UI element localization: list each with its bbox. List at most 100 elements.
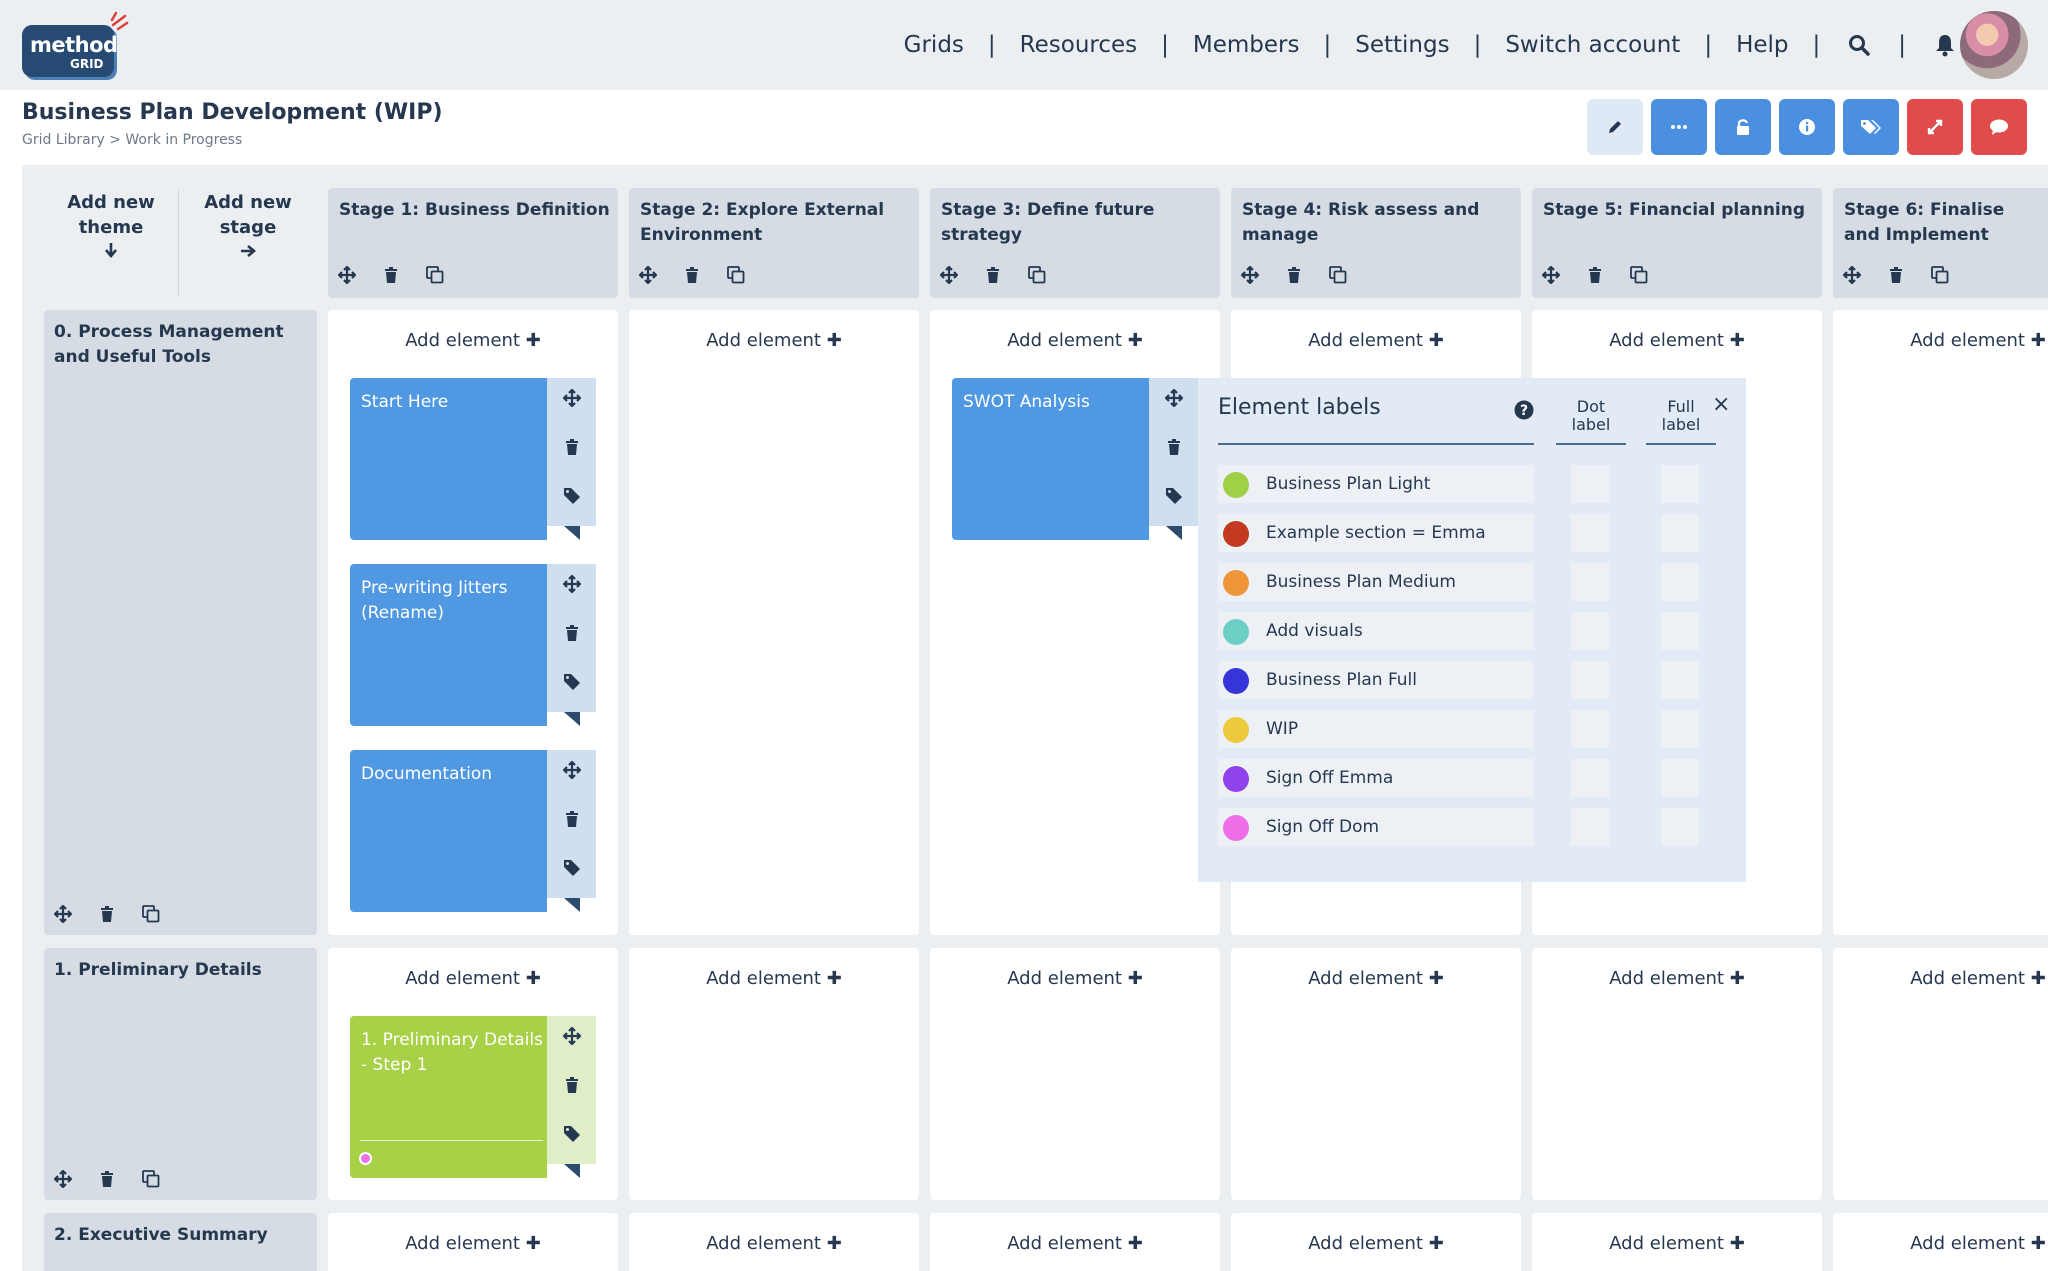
label-row[interactable]: Business Plan Full — [1218, 661, 1534, 699]
full-label-checkbox[interactable] — [1661, 661, 1699, 699]
trash-icon[interactable] — [562, 1075, 582, 1095]
trash-icon[interactable] — [382, 266, 400, 284]
full-label-checkbox[interactable] — [1661, 465, 1699, 503]
nav-members[interactable]: Members — [1192, 32, 1300, 58]
theme-row-0[interactable]: 0. Process Management and Useful Tools — [44, 310, 317, 935]
label-row[interactable]: Business Plan Light — [1218, 465, 1534, 503]
tag-icon[interactable] — [562, 1124, 582, 1144]
grid-cell[interactable]: Add element ✚ — [1231, 948, 1521, 1200]
theme-row-2[interactable]: 2. Executive Summary — [44, 1213, 317, 1271]
add-element-button[interactable]: Add element ✚ — [706, 1233, 842, 1254]
dot-label-checkbox[interactable] — [1571, 465, 1609, 503]
stage-header-5[interactable]: Stage 5: Financial planning — [1532, 188, 1822, 298]
dot-label-checkbox[interactable] — [1571, 514, 1609, 552]
add-element-button[interactable]: Add element ✚ — [1609, 1233, 1745, 1254]
theme-row-1[interactable]: 1. Preliminary Details — [44, 948, 317, 1200]
stage-header-6[interactable]: Stage 6: Finalise and Implement — [1833, 188, 2048, 298]
move-icon[interactable] — [562, 388, 582, 408]
nav-settings[interactable]: Settings — [1355, 32, 1450, 58]
user-avatar[interactable] — [1960, 11, 2028, 79]
grid-cell[interactable]: Add element ✚ — [629, 948, 919, 1200]
move-icon[interactable] — [562, 574, 582, 594]
add-theme-button[interactable]: Add new theme — [46, 190, 176, 265]
copy-icon[interactable] — [1630, 266, 1648, 284]
card-body[interactable]: Start Here — [350, 378, 547, 540]
add-stage-button[interactable]: Add new stage — [183, 190, 313, 265]
search-icon[interactable] — [1844, 30, 1874, 60]
nav-help[interactable]: Help — [1736, 32, 1789, 58]
grid-cell[interactable]: Add element ✚ — [1833, 948, 2048, 1200]
element-card-preliminary[interactable]: 1. Preliminary Details - Step 1 — [350, 1016, 596, 1178]
dot-label-checkbox[interactable] — [1571, 759, 1609, 797]
add-element-button[interactable]: Add element ✚ — [706, 330, 842, 351]
add-element-button[interactable]: Add element ✚ — [1007, 968, 1143, 989]
full-label-checkbox[interactable] — [1661, 759, 1699, 797]
stage-header-4[interactable]: Stage 4: Risk assess and manage — [1231, 188, 1521, 298]
move-icon[interactable] — [562, 760, 582, 780]
dot-label-checkbox[interactable] — [1571, 661, 1609, 699]
trash-icon[interactable] — [984, 266, 1002, 284]
dot-label-checkbox[interactable] — [1571, 710, 1609, 748]
method-grid-logo[interactable]: method GRID — [22, 11, 130, 77]
trash-icon[interactable] — [1887, 266, 1905, 284]
stage-header-2[interactable]: Stage 2: Explore External Environment — [629, 188, 919, 298]
add-element-button[interactable]: Add element ✚ — [1308, 1233, 1444, 1254]
add-element-button[interactable]: Add element ✚ — [1308, 330, 1444, 351]
full-label-checkbox[interactable] — [1661, 612, 1699, 650]
trash-icon[interactable] — [1586, 266, 1604, 284]
stage-header-1[interactable]: Stage 1: Business Definition — [328, 188, 618, 298]
add-element-button[interactable]: Add element ✚ — [706, 968, 842, 989]
label-row[interactable]: Add visuals — [1218, 612, 1534, 650]
label-row[interactable]: Business Plan Medium — [1218, 563, 1534, 601]
grid-cell[interactable]: Add element ✚ — [1532, 1213, 1822, 1271]
grid-cell[interactable]: Add element ✚ — [1231, 1213, 1521, 1271]
grid-cell[interactable]: Add element ✚ — [328, 1213, 618, 1271]
expand-button[interactable] — [1907, 99, 1963, 155]
more-button[interactable] — [1651, 99, 1707, 155]
full-label-checkbox[interactable] — [1661, 514, 1699, 552]
trash-icon[interactable] — [562, 437, 582, 457]
close-icon[interactable]: × — [1712, 392, 1731, 417]
help-icon[interactable]: ? — [1514, 400, 1534, 420]
trash-icon[interactable] — [683, 266, 701, 284]
comments-button[interactable] — [1971, 99, 2027, 155]
trash-icon[interactable] — [562, 809, 582, 829]
card-body[interactable]: SWOT Analysis — [952, 378, 1149, 540]
full-label-checkbox[interactable] — [1661, 808, 1699, 846]
add-element-button[interactable]: Add element ✚ — [1910, 1233, 2046, 1254]
grid-cell[interactable]: Add element ✚ — [629, 1213, 919, 1271]
copy-icon[interactable] — [727, 266, 745, 284]
element-card-swot[interactable]: SWOT Analysis — [952, 378, 1198, 540]
add-element-button[interactable]: Add element ✚ — [1609, 968, 1745, 989]
nav-switch-account[interactable]: Switch account — [1505, 32, 1681, 58]
add-element-button[interactable]: Add element ✚ — [1910, 330, 2046, 351]
copy-icon[interactable] — [1329, 266, 1347, 284]
full-label-checkbox[interactable] — [1661, 563, 1699, 601]
add-element-button[interactable]: Add element ✚ — [1910, 968, 2046, 989]
labels-button[interactable] — [1843, 99, 1899, 155]
copy-icon[interactable] — [1931, 266, 1949, 284]
dot-label-checkbox[interactable] — [1571, 612, 1609, 650]
add-element-button[interactable]: Add element ✚ — [1007, 1233, 1143, 1254]
info-button[interactable] — [1779, 99, 1835, 155]
element-card-documentation[interactable]: Documentation — [350, 750, 596, 912]
move-icon[interactable] — [1164, 388, 1184, 408]
move-icon[interactable] — [54, 905, 72, 923]
add-element-button[interactable]: Add element ✚ — [405, 330, 541, 351]
tag-icon[interactable] — [562, 486, 582, 506]
trash-icon[interactable] — [1285, 266, 1303, 284]
grid-cell[interactable]: Add element ✚ — [930, 948, 1220, 1200]
trash-icon[interactable] — [1164, 437, 1184, 457]
copy-icon[interactable] — [142, 1170, 160, 1188]
label-dot-marker[interactable] — [359, 1152, 372, 1165]
copy-icon[interactable] — [426, 266, 444, 284]
edit-button[interactable] — [1587, 99, 1643, 155]
dot-label-checkbox[interactable] — [1571, 808, 1609, 846]
card-body[interactable]: Pre-writing Jitters (Rename) — [350, 564, 547, 726]
stage-header-3[interactable]: Stage 3: Define future strategy — [930, 188, 1220, 298]
nav-resources[interactable]: Resources — [1019, 32, 1138, 58]
label-row[interactable]: Sign Off Dom — [1218, 808, 1534, 846]
copy-icon[interactable] — [142, 905, 160, 923]
copy-icon[interactable] — [1028, 266, 1046, 284]
card-body[interactable]: Documentation — [350, 750, 547, 912]
